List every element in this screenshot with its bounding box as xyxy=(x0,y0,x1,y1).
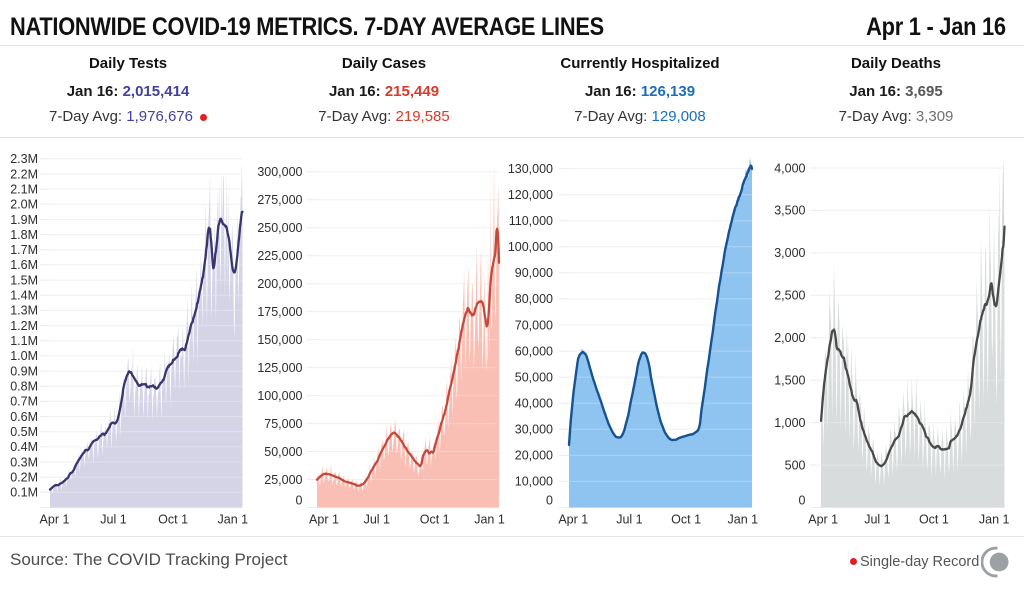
svg-text:225,000: 225,000 xyxy=(257,249,302,263)
svg-text:0: 0 xyxy=(799,494,806,508)
svg-text:Jan 1: Jan 1 xyxy=(474,513,505,527)
svg-text:Oct 1: Oct 1 xyxy=(919,513,949,527)
svg-text:1.2M: 1.2M xyxy=(10,319,38,333)
svg-text:40,000: 40,000 xyxy=(515,397,553,411)
svg-text:4,000: 4,000 xyxy=(774,161,805,175)
svg-text:2.0M: 2.0M xyxy=(10,198,38,212)
svg-text:0.8M: 0.8M xyxy=(10,380,38,394)
svg-text:150,000: 150,000 xyxy=(257,333,302,347)
svg-text:500: 500 xyxy=(785,458,806,472)
svg-text:Jul 1: Jul 1 xyxy=(364,513,390,527)
svg-text:1.9M: 1.9M xyxy=(10,213,38,227)
svg-text:Oct 1: Oct 1 xyxy=(420,513,450,527)
svg-text:1.4M: 1.4M xyxy=(10,289,38,303)
svg-text:0.1M: 0.1M xyxy=(10,486,38,500)
svg-text:2,000: 2,000 xyxy=(774,331,805,345)
svg-text:50,000: 50,000 xyxy=(264,445,302,459)
svg-text:0.3M: 0.3M xyxy=(10,455,38,469)
svg-text:20,000: 20,000 xyxy=(515,449,553,463)
svg-text:1,000: 1,000 xyxy=(774,416,805,430)
svg-text:0.2M: 0.2M xyxy=(10,471,38,485)
svg-text:110,000: 110,000 xyxy=(509,214,553,228)
svg-text:2,500: 2,500 xyxy=(774,289,805,303)
svg-text:200,000: 200,000 xyxy=(257,277,302,291)
svg-text:Jan 1: Jan 1 xyxy=(728,513,759,527)
svg-text:1,500: 1,500 xyxy=(774,374,805,388)
svg-text:120,000: 120,000 xyxy=(508,188,553,202)
svg-text:0: 0 xyxy=(546,494,553,508)
svg-text:0.9M: 0.9M xyxy=(10,364,38,378)
svg-text:2.1M: 2.1M xyxy=(10,182,38,196)
svg-text:75,000: 75,000 xyxy=(264,417,302,431)
svg-text:130,000: 130,000 xyxy=(508,162,553,176)
svg-text:1.0M: 1.0M xyxy=(10,349,38,363)
svg-text:175,000: 175,000 xyxy=(257,305,302,319)
svg-text:0.5M: 0.5M xyxy=(10,425,38,439)
svg-text:Jul 1: Jul 1 xyxy=(864,513,890,527)
svg-text:1.1M: 1.1M xyxy=(10,334,38,348)
svg-text:2.3M: 2.3M xyxy=(10,152,38,166)
svg-text:80,000: 80,000 xyxy=(515,292,553,306)
svg-text:Jul 1: Jul 1 xyxy=(616,513,642,527)
svg-text:Apr 1: Apr 1 xyxy=(309,513,339,527)
svg-text:100,000: 100,000 xyxy=(257,389,302,403)
svg-text:Apr 1: Apr 1 xyxy=(808,513,838,527)
svg-text:1.7M: 1.7M xyxy=(10,243,38,257)
svg-text:Oct 1: Oct 1 xyxy=(671,513,701,527)
svg-text:250,000: 250,000 xyxy=(257,221,302,235)
svg-text:Jan 1: Jan 1 xyxy=(218,513,249,527)
svg-text:0.4M: 0.4M xyxy=(10,440,38,454)
svg-text:1.3M: 1.3M xyxy=(10,304,38,318)
svg-text:Apr 1: Apr 1 xyxy=(40,513,70,527)
svg-text:60,000: 60,000 xyxy=(515,344,553,358)
svg-text:70,000: 70,000 xyxy=(515,318,553,332)
svg-text:275,000: 275,000 xyxy=(257,193,302,207)
svg-text:50,000: 50,000 xyxy=(515,370,553,384)
svg-text:Oct 1: Oct 1 xyxy=(158,513,188,527)
svg-text:0.7M: 0.7M xyxy=(10,395,38,409)
svg-text:1.5M: 1.5M xyxy=(10,273,38,287)
svg-text:Jul 1: Jul 1 xyxy=(100,513,126,527)
svg-text:0: 0 xyxy=(296,494,303,508)
svg-text:300,000: 300,000 xyxy=(257,165,302,179)
svg-text:30,000: 30,000 xyxy=(515,423,553,437)
svg-text:125,000: 125,000 xyxy=(257,361,302,375)
svg-text:1.6M: 1.6M xyxy=(10,258,38,272)
svg-text:Apr 1: Apr 1 xyxy=(558,513,588,527)
svg-text:2.2M: 2.2M xyxy=(10,167,38,181)
svg-text:0.6M: 0.6M xyxy=(10,410,38,424)
svg-text:10,000: 10,000 xyxy=(515,475,553,489)
svg-text:1.8M: 1.8M xyxy=(10,228,38,242)
svg-text:3,500: 3,500 xyxy=(774,204,805,218)
svg-text:90,000: 90,000 xyxy=(515,266,553,280)
svg-text:Jan 1: Jan 1 xyxy=(979,513,1010,527)
svg-text:3,000: 3,000 xyxy=(774,246,805,260)
svg-text:25,000: 25,000 xyxy=(264,473,302,487)
svg-text:100,000: 100,000 xyxy=(508,240,553,254)
